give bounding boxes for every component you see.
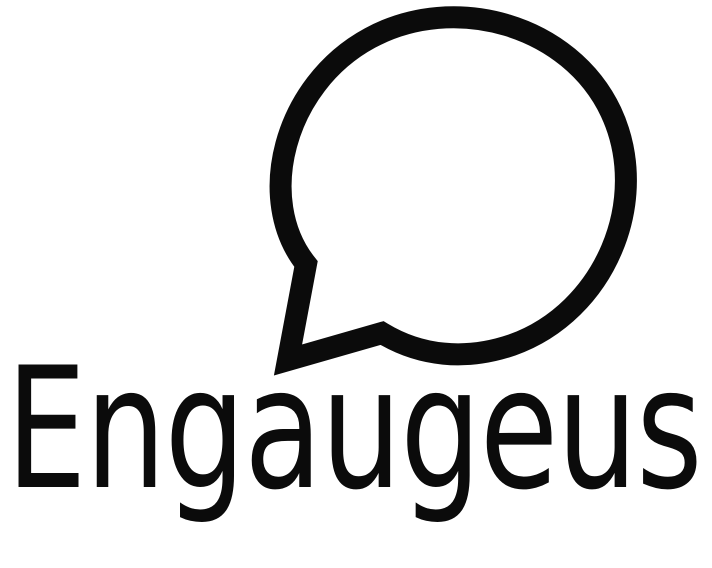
brand-wordmark: Engaugeus xyxy=(6,331,703,527)
